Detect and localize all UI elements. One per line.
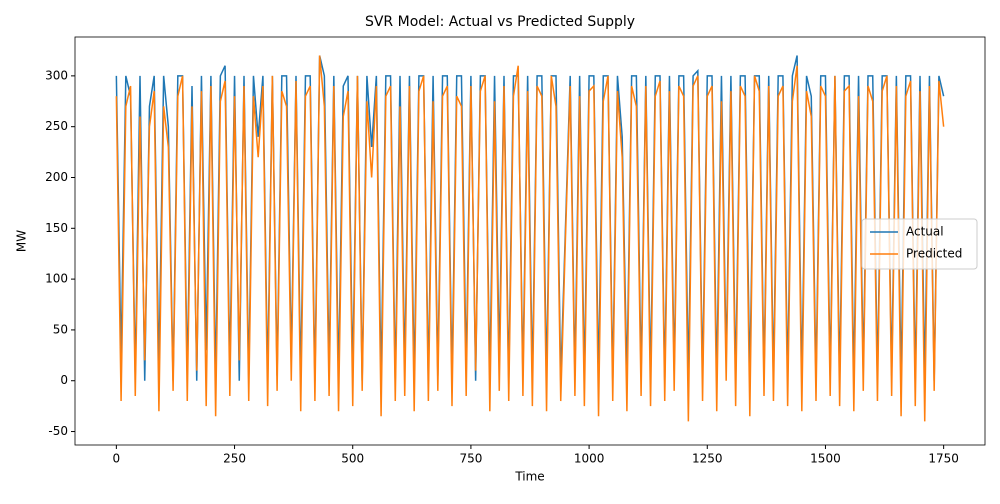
legend-label: Predicted xyxy=(906,247,962,261)
x-tick-label: 1750 xyxy=(928,452,959,466)
y-tick-label: 0 xyxy=(60,373,68,387)
x-tick-label: 750 xyxy=(459,452,482,466)
series-line xyxy=(115,55,945,422)
x-tick-label: 1250 xyxy=(692,452,723,466)
x-tick-label: 1000 xyxy=(574,452,605,466)
x-tick-label: 0 xyxy=(113,452,121,466)
y-tick-label: 50 xyxy=(53,322,68,336)
y-tick-label: 150 xyxy=(45,221,68,235)
chart-title: SVR Model: Actual vs Predicted Supply xyxy=(365,14,635,30)
plot-frame xyxy=(74,36,986,446)
x-tick-label: 250 xyxy=(223,452,246,466)
y-tick-label: 300 xyxy=(45,68,68,82)
y-tick-label: 200 xyxy=(45,170,68,184)
x-tick-label: 1500 xyxy=(810,452,841,466)
y-tick-label: 100 xyxy=(45,272,68,286)
y-axis-label: MW xyxy=(15,230,29,252)
x-axis-label: Time xyxy=(514,470,544,484)
legend-label: Actual xyxy=(906,225,944,239)
y-tick-label: -50 xyxy=(48,424,68,438)
x-tick-label: 500 xyxy=(341,452,364,466)
legend: Actual Predicted xyxy=(861,218,978,270)
y-tick-label: 250 xyxy=(45,119,68,133)
